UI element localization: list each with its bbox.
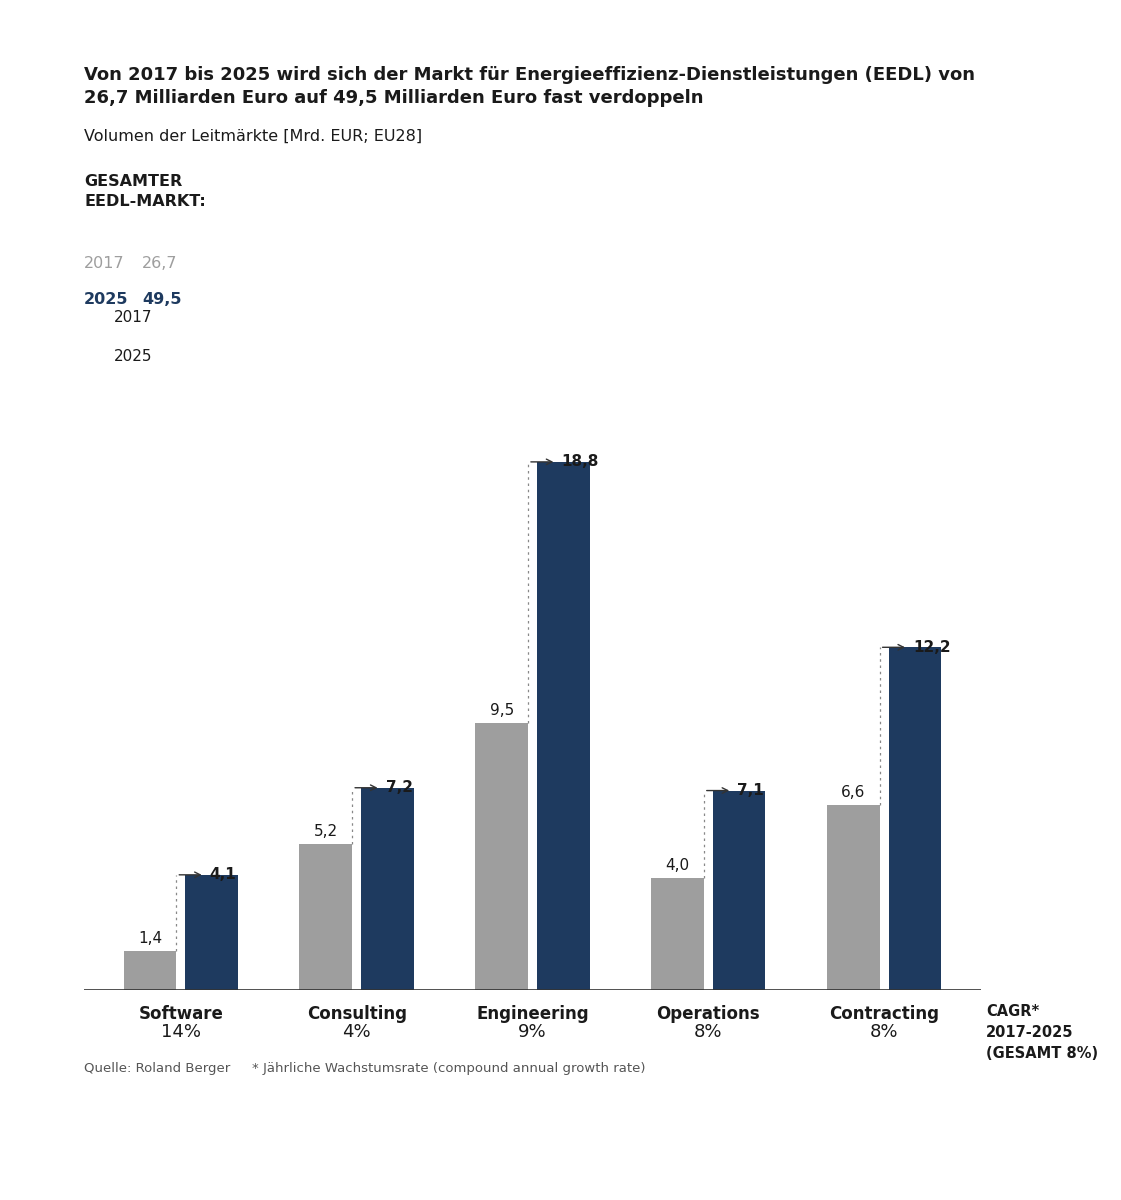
Text: 49,5: 49,5 <box>142 292 182 306</box>
Text: 4,1: 4,1 <box>210 868 237 882</box>
Bar <box>651 877 704 990</box>
Text: 4,0: 4,0 <box>666 858 689 872</box>
Text: 2025: 2025 <box>114 349 152 364</box>
Bar <box>185 875 238 990</box>
Text: 18,8: 18,8 <box>562 455 599 469</box>
Bar <box>299 844 352 990</box>
Text: CAGR*
2017-2025
(GESAMT 8%): CAGR* 2017-2025 (GESAMT 8%) <box>986 1003 1099 1061</box>
Text: Contracting: Contracting <box>830 1006 939 1024</box>
Bar <box>475 724 528 990</box>
Text: 7,1: 7,1 <box>738 784 765 798</box>
Bar <box>713 791 766 990</box>
Text: Von 2017 bis 2025 wird sich der Markt für Energieeffizienz-Dienstleistungen (EED: Von 2017 bis 2025 wird sich der Markt fü… <box>84 66 975 107</box>
Text: Engineering: Engineering <box>476 1006 589 1024</box>
Text: 8%: 8% <box>694 1024 723 1042</box>
Text: 9%: 9% <box>518 1024 547 1042</box>
Text: Software: Software <box>138 1006 223 1024</box>
Bar <box>123 950 176 990</box>
Text: 9,5: 9,5 <box>490 703 513 718</box>
Text: 8%: 8% <box>870 1024 898 1042</box>
Text: 2017: 2017 <box>84 256 124 271</box>
Text: 14%: 14% <box>160 1024 201 1042</box>
Bar <box>361 787 414 990</box>
Text: 2025: 2025 <box>84 292 129 306</box>
Bar <box>537 462 590 990</box>
Text: * Jährliche Wachstumsrate (compound annual growth rate): * Jährliche Wachstumsrate (compound annu… <box>252 1062 646 1075</box>
Text: 12,2: 12,2 <box>914 640 951 655</box>
Text: GESAMTER
EEDL-MARKT:: GESAMTER EEDL-MARKT: <box>84 174 206 209</box>
Text: 6,6: 6,6 <box>841 785 865 799</box>
Bar <box>889 647 942 990</box>
Text: 26,7: 26,7 <box>142 256 178 271</box>
Text: Operations: Operations <box>657 1006 760 1024</box>
Text: 4%: 4% <box>342 1024 371 1042</box>
Text: 2017: 2017 <box>114 311 152 325</box>
Text: Quelle: Roland Berger: Quelle: Roland Berger <box>84 1062 230 1075</box>
Text: Volumen der Leitmärkte [Mrd. EUR; EU28]: Volumen der Leitmärkte [Mrd. EUR; EU28] <box>84 128 423 144</box>
Text: 5,2: 5,2 <box>314 824 337 839</box>
Text: 7,2: 7,2 <box>386 780 413 796</box>
Text: Consulting: Consulting <box>307 1006 407 1024</box>
Text: 1,4: 1,4 <box>138 931 163 946</box>
Bar <box>827 804 880 990</box>
